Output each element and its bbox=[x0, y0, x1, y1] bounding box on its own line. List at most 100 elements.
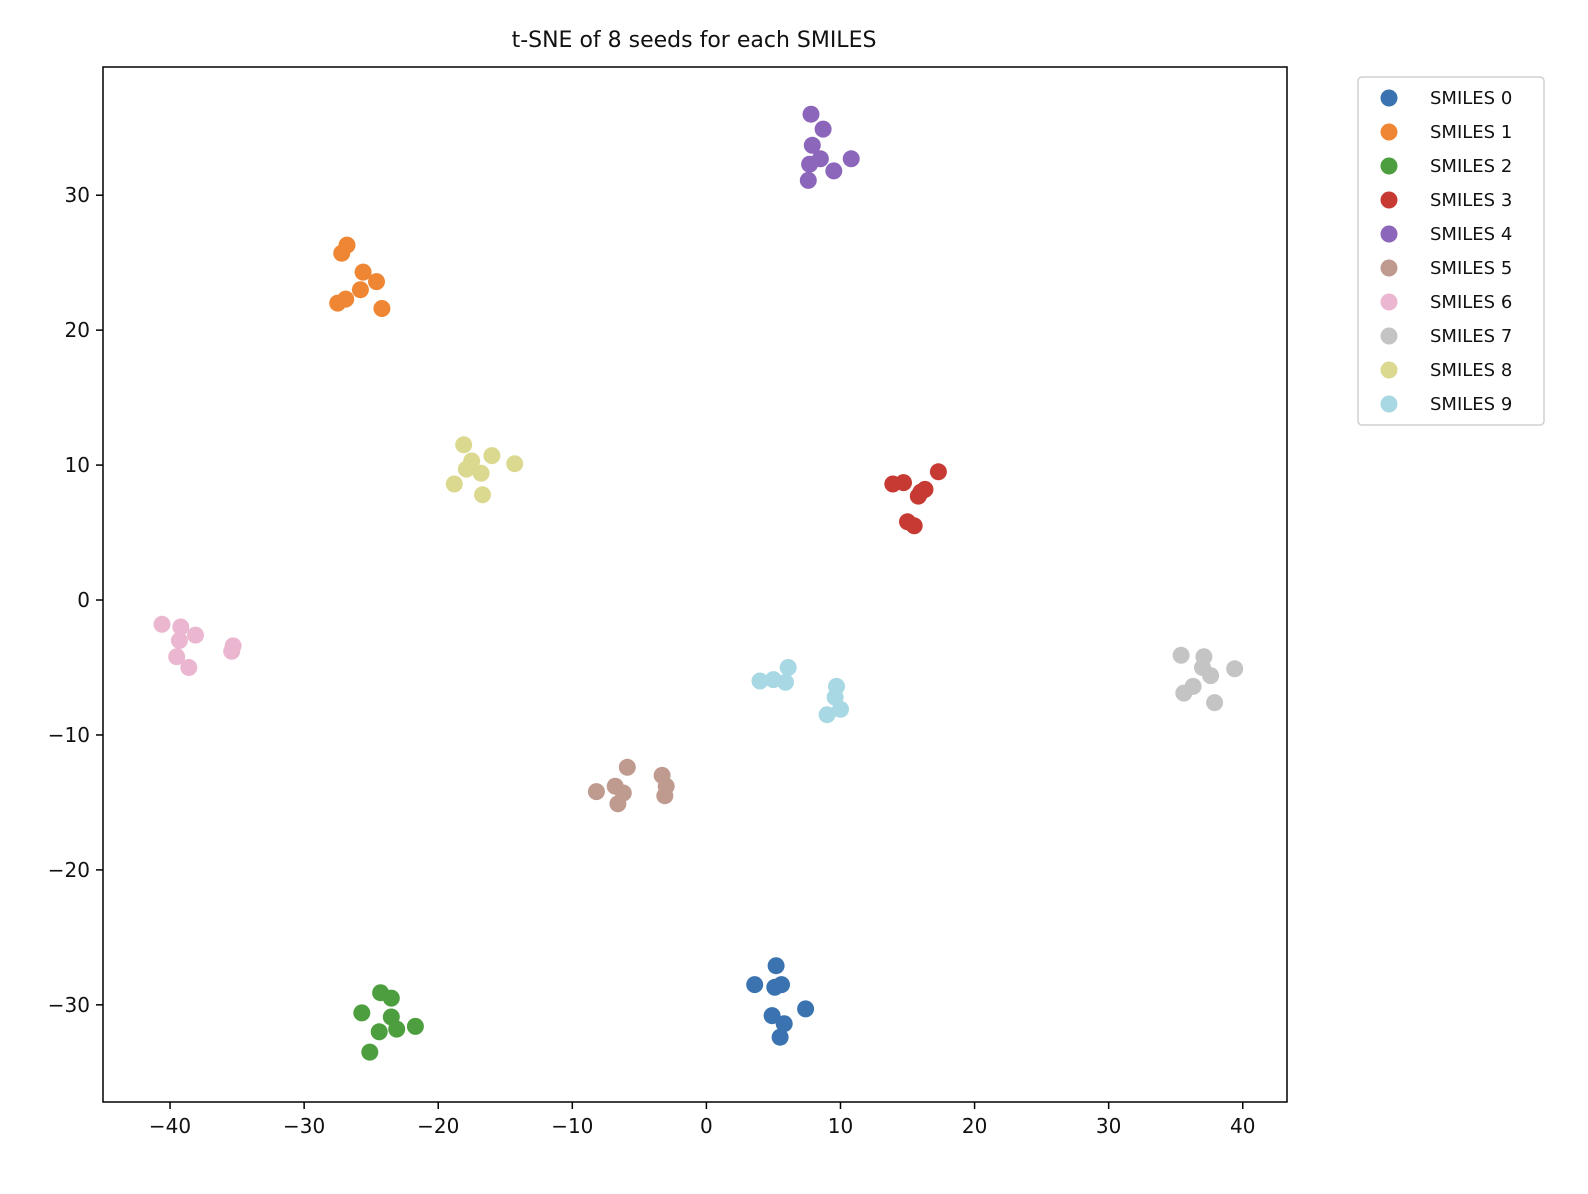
legend-marker-smiles-0 bbox=[1380, 89, 1398, 107]
data-point-smiles-8 bbox=[483, 447, 501, 465]
legend-label-smiles-2: SMILES 2 bbox=[1430, 156, 1512, 177]
data-point-smiles-0 bbox=[775, 1015, 793, 1033]
data-point-smiles-7 bbox=[1206, 694, 1224, 712]
legend-marker-smiles-5 bbox=[1380, 259, 1398, 277]
legend-label-smiles-5: SMILES 5 bbox=[1430, 258, 1512, 279]
data-point-smiles-1 bbox=[333, 244, 351, 262]
plot-area bbox=[102, 66, 1288, 1103]
x-tick-label: 20 bbox=[962, 1114, 987, 1138]
data-point-smiles-4 bbox=[825, 162, 843, 180]
data-point-smiles-2 bbox=[353, 1004, 371, 1022]
x-tick-label: −20 bbox=[417, 1114, 459, 1138]
data-point-smiles-3 bbox=[912, 483, 930, 501]
legend-marker-smiles-1 bbox=[1380, 123, 1398, 141]
data-point-smiles-7 bbox=[1175, 684, 1193, 702]
x-tick-label: −40 bbox=[149, 1114, 191, 1138]
data-point-smiles-0 bbox=[797, 1000, 815, 1018]
legend-label-smiles-3: SMILES 3 bbox=[1430, 190, 1512, 211]
data-point-smiles-5 bbox=[618, 758, 636, 776]
data-point-smiles-1 bbox=[368, 273, 385, 291]
legend-marker-smiles-7 bbox=[1380, 327, 1398, 345]
data-point-smiles-9 bbox=[777, 673, 794, 691]
legend-label-smiles-1: SMILES 1 bbox=[1430, 122, 1512, 143]
data-point-smiles-9 bbox=[779, 659, 797, 676]
legend: SMILES 0 SMILES 1 SMILES 2 SMILES 3 SMILES 4… bbox=[1357, 76, 1545, 426]
data-point-smiles-6 bbox=[180, 659, 198, 676]
data-point-smiles-3 bbox=[905, 517, 923, 535]
data-point-smiles-6 bbox=[223, 642, 241, 660]
data-point-smiles-4 bbox=[803, 136, 821, 154]
data-point-smiles-5 bbox=[609, 795, 627, 813]
legend-marker-smiles-6 bbox=[1380, 293, 1398, 311]
data-point-smiles-8 bbox=[445, 475, 463, 493]
legend-label-smiles-4: SMILES 4 bbox=[1430, 224, 1512, 245]
x-axis: −40 −30 −20 −10 0 10 20 30 40 bbox=[149, 1102, 1255, 1138]
data-point-smiles-3 bbox=[895, 474, 912, 492]
data-point-smiles-2 bbox=[406, 1017, 424, 1035]
legend-marker-smiles-8 bbox=[1380, 361, 1398, 379]
legend-marker-smiles-9 bbox=[1380, 395, 1398, 413]
legend-label-smiles-6: SMILES 6 bbox=[1430, 292, 1512, 313]
data-point-smiles-9 bbox=[751, 672, 769, 690]
data-point-smiles-4 bbox=[799, 171, 817, 189]
data-point-smiles-2 bbox=[388, 1020, 406, 1038]
data-point-smiles-9 bbox=[832, 700, 849, 718]
data-point-smiles-1 bbox=[354, 263, 372, 281]
scatter-points bbox=[153, 105, 1244, 1061]
data-point-smiles-2 bbox=[370, 1023, 388, 1041]
data-point-smiles-6 bbox=[170, 632, 188, 649]
x-tick-label: −10 bbox=[551, 1114, 593, 1138]
y-tick-label: 0 bbox=[77, 588, 90, 612]
data-point-smiles-1 bbox=[329, 294, 347, 312]
chart-title: t-SNE of 8 seeds for each SMILES bbox=[512, 28, 877, 53]
data-point-smiles-5 bbox=[656, 787, 674, 805]
data-point-smiles-6 bbox=[153, 615, 171, 633]
data-point-smiles-2 bbox=[382, 989, 400, 1007]
y-axis: −30 −20 −10 0 10 20 30 bbox=[48, 183, 103, 1017]
data-point-smiles-7 bbox=[1202, 667, 1220, 685]
x-tick-label: 30 bbox=[1096, 1114, 1121, 1138]
data-point-smiles-4 bbox=[842, 150, 860, 168]
data-point-smiles-2 bbox=[361, 1043, 379, 1061]
x-tick-label: 0 bbox=[700, 1114, 713, 1138]
data-point-smiles-5 bbox=[587, 783, 605, 801]
data-point-smiles-8 bbox=[506, 455, 524, 473]
x-tick-label: −30 bbox=[283, 1114, 325, 1138]
data-point-smiles-4 bbox=[801, 155, 819, 173]
data-point-smiles-8 bbox=[455, 436, 473, 454]
data-point-smiles-8 bbox=[474, 486, 491, 504]
data-point-smiles-7 bbox=[1226, 660, 1244, 678]
data-point-smiles-6 bbox=[168, 648, 186, 666]
data-point-smiles-0 bbox=[773, 976, 790, 994]
data-point-smiles-1 bbox=[351, 281, 369, 299]
legend-marker-smiles-2 bbox=[1380, 157, 1398, 175]
y-tick-label: 30 bbox=[65, 183, 90, 207]
y-tick-label: −30 bbox=[48, 993, 90, 1017]
data-point-smiles-6 bbox=[187, 626, 204, 644]
y-tick-label: −20 bbox=[48, 858, 90, 882]
data-point-smiles-7 bbox=[1172, 646, 1190, 664]
data-point-smiles-4 bbox=[802, 105, 820, 123]
legend-marker-smiles-3 bbox=[1380, 191, 1398, 209]
legend-box bbox=[1357, 76, 1545, 426]
legend-label-smiles-0: SMILES 0 bbox=[1430, 88, 1512, 109]
data-point-smiles-0 bbox=[767, 957, 785, 975]
y-tick-label: 20 bbox=[65, 318, 90, 342]
data-point-smiles-9 bbox=[818, 706, 836, 724]
data-point-smiles-0 bbox=[763, 1007, 781, 1025]
legend-label-smiles-7: SMILES 7 bbox=[1430, 326, 1512, 347]
y-tick-label: −10 bbox=[48, 723, 90, 747]
data-point-smiles-3 bbox=[929, 463, 947, 481]
data-point-smiles-4 bbox=[814, 120, 832, 138]
legend-label-smiles-9: SMILES 9 bbox=[1430, 394, 1512, 415]
data-point-smiles-8 bbox=[472, 464, 490, 482]
data-point-smiles-1 bbox=[373, 300, 391, 317]
x-tick-label: 10 bbox=[828, 1114, 853, 1138]
data-point-smiles-8 bbox=[457, 460, 475, 478]
legend-label-smiles-8: SMILES 8 bbox=[1430, 360, 1512, 381]
data-point-smiles-6 bbox=[172, 618, 190, 636]
legend-marker-smiles-4 bbox=[1380, 225, 1398, 243]
y-tick-label: 10 bbox=[65, 453, 90, 477]
data-point-smiles-0 bbox=[746, 976, 764, 994]
